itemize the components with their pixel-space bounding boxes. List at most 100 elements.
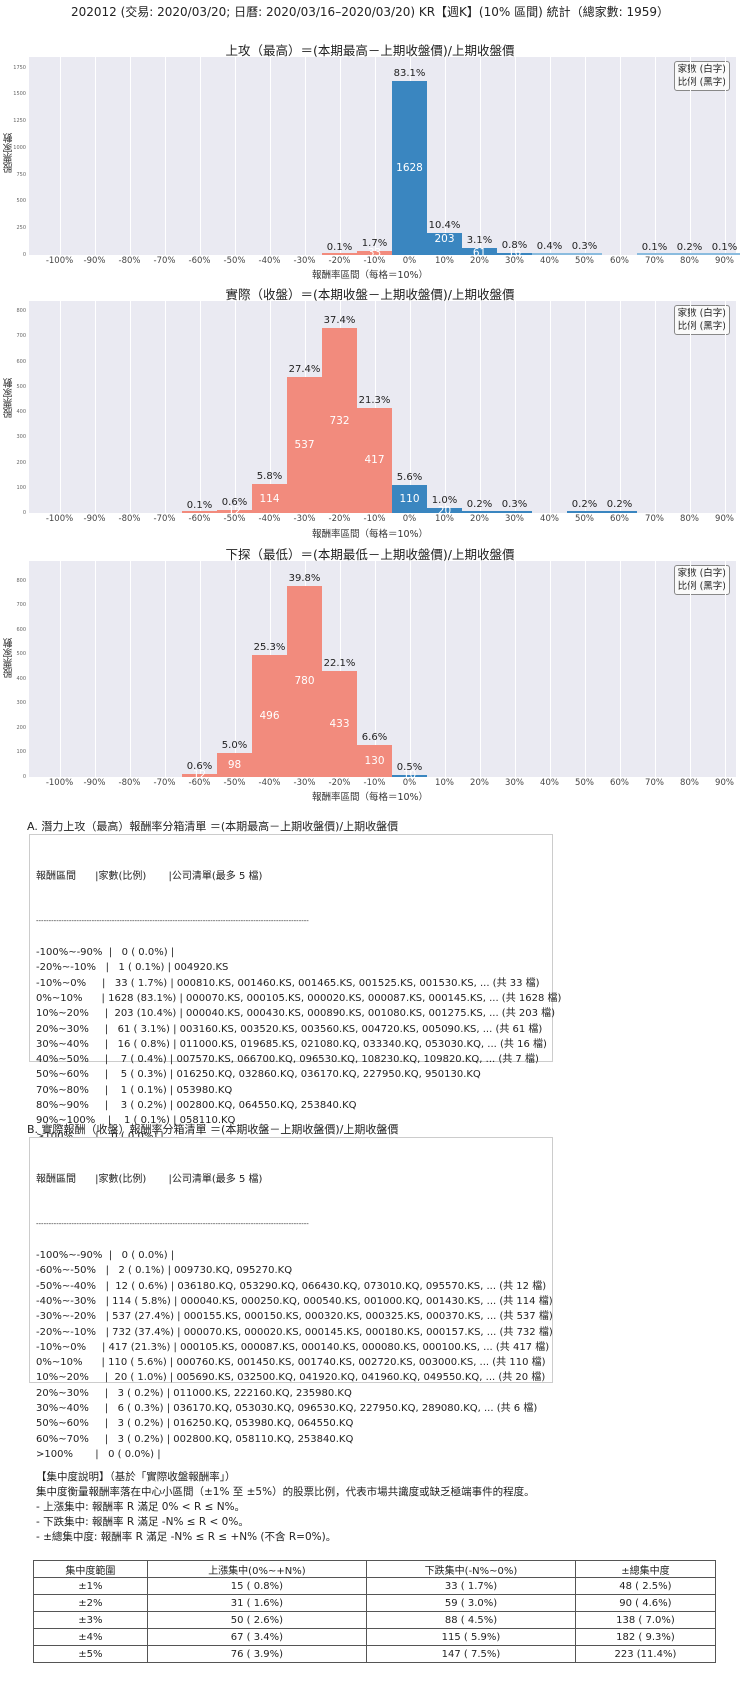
column-header: 下跌集中(-N%~0%) <box>366 1560 576 1578</box>
x-tick-label: 20% <box>470 514 489 524</box>
section-a-title: A. 潛力上攻（最高）報酬率分箱清單 ＝(本期最高－上期收盤價)/上期收盤價 <box>27 820 399 833</box>
bar-percent-label: 0.1% <box>326 241 353 253</box>
bar-count-label: 130 <box>364 755 385 768</box>
list-item: -30%~-20% | 537 (27.4%) | 000155.KS, 000… <box>36 1311 553 1323</box>
x-tick-label: -90% <box>83 778 106 788</box>
histogram-bar <box>287 377 322 513</box>
x-axis-label: 報酬率區間（每格＝10%） <box>311 270 429 281</box>
x-tick-label: -90% <box>83 514 106 524</box>
list-item: 30%~40% | 16 ( 0.8%) | 011000.KS, 019685… <box>36 1038 547 1050</box>
table-cell: 147 ( 7.5%) <box>366 1645 576 1663</box>
concentration-description: 集中度衡量報酬率落在中心小區間（±1% 至 ±5%）的股票比例，代表市場共識度或… <box>36 1486 535 1498</box>
chart-close-return: 實際（收盤）＝(本期收盤－上期收盤價)/上期收盤價 家數 (白字) 比例 (黑字)… <box>0 283 740 541</box>
gridline <box>129 561 131 777</box>
plot-area: 家數 (白字) 比例 (黑字) 12 0.6% 98 5.0% 496 25.3% 780 39… <box>29 561 736 781</box>
gridline <box>164 561 166 777</box>
x-axis-label: 報酬率區間（每格＝10%） <box>311 529 429 540</box>
bar-percent-label: 0.6% <box>186 761 213 773</box>
concentration-bullet: - 下跌集中: 報酬率 R 滿足 -N% ≤ R < 0%。 <box>36 1516 249 1528</box>
gridline <box>724 301 726 513</box>
x-tick-label: -100% <box>45 256 74 266</box>
x-tick-label: -100% <box>45 514 74 524</box>
x-tick-label: 90% <box>715 514 734 524</box>
gridline <box>199 57 201 255</box>
x-tick-label: -60% <box>188 514 211 524</box>
table-cell: 88 ( 4.5%) <box>366 1611 576 1629</box>
bar-percent-label: 22.1% <box>323 657 356 669</box>
list-item: 40%~50% | 7 ( 0.4%) | 007570.KS, 066700.… <box>36 1054 539 1066</box>
x-tick-label: -50% <box>223 778 246 788</box>
histogram-bar <box>462 248 497 255</box>
gridline <box>234 301 236 513</box>
bar-percent-label: 25.3% <box>253 642 286 654</box>
bar-percent-label: 6.6% <box>361 732 388 744</box>
bar-count-label: 433 <box>329 717 350 730</box>
gridline <box>199 561 201 777</box>
gridline <box>724 57 726 255</box>
x-tick-label: 50% <box>575 256 594 266</box>
y-tick-label: 0 <box>22 774 26 780</box>
bar-percent-label: 5.8% <box>256 471 283 483</box>
gridline <box>269 301 271 513</box>
list-item: 90%~100% | 1 ( 0.1%) | 058110.KQ <box>36 1115 236 1127</box>
histogram-bar <box>567 253 602 255</box>
histogram-bar <box>602 511 637 513</box>
gridline <box>59 301 61 513</box>
y-tick-label: 0 <box>22 252 26 258</box>
y-tick-label: 1500 <box>13 91 26 98</box>
list-header: 報酬區間 |家數(比例) |公司清單(最多 5 檔) <box>36 1173 263 1185</box>
table-row: ±1% 15 ( 0.8%) 33 ( 1.7%) 48 ( 2.5%) <box>33 1577 717 1595</box>
histogram-bar <box>637 253 672 255</box>
histogram-bar <box>322 328 357 513</box>
x-tick-label: 80% <box>680 514 699 524</box>
list-item: 60%~70% | 3 ( 0.2%) | 002800.KQ, 058110.… <box>36 1433 354 1445</box>
bar-count-label: 33 <box>367 247 382 259</box>
gridline <box>549 57 551 255</box>
gridline <box>199 301 201 513</box>
y-tick-label: 400 <box>16 409 26 416</box>
x-tick-label: 30% <box>505 778 524 788</box>
gridline <box>269 57 271 255</box>
histogram-bar <box>217 752 252 777</box>
y-tick-label: 600 <box>16 626 26 633</box>
chart-low-return: 下探（最低）＝(本期最低－上期收盤價)/上期收盤價 家數 (白字) 比例 (黑字)… <box>0 543 740 815</box>
table-cell: 33 ( 1.7%) <box>366 1577 576 1595</box>
histogram-bar <box>427 233 462 255</box>
gridline <box>374 57 376 255</box>
histogram-bar <box>357 251 392 255</box>
x-tick-label: 30% <box>505 514 524 524</box>
gridline <box>724 561 726 777</box>
x-tick-label: -80% <box>118 514 141 524</box>
gridline <box>689 561 691 777</box>
list-item: 0%~10% | 110 ( 5.6%) | 000760.KS, 001450… <box>36 1357 546 1369</box>
bar-count-label: 12 <box>227 505 242 517</box>
x-tick-label: -40% <box>258 778 281 788</box>
concentration-notes: 【集中度說明】（基於「實際收盤報酬率」） 集中度衡量報酬率落在中心小區間（±1%… <box>36 1470 535 1545</box>
table-cell: ±5% <box>33 1645 148 1663</box>
table-row: ±3% 50 ( 2.6%) 88 ( 4.5%) 138 ( 7.0%) <box>33 1611 717 1629</box>
histogram-bar <box>427 507 462 513</box>
gridline <box>94 561 96 777</box>
y-tick-label: 1750 <box>13 64 26 71</box>
y-tick-label: 250 <box>16 225 26 232</box>
list-item: -100%~-90% | 0 ( 0.0%) | <box>36 1250 175 1262</box>
bar-percent-label: 0.3% <box>501 498 528 510</box>
concentration-bullet: - 上漲集中: 報酬率 R 滿足 0% < R ≤ N%。 <box>36 1501 246 1513</box>
bar-percent-label: 39.8% <box>288 572 321 584</box>
x-tick-label: 40% <box>540 778 559 788</box>
list-item: >100% | 0 ( 0.0%) | <box>36 1129 546 1144</box>
x-tick-label: 10% <box>435 514 454 524</box>
table-cell: 138 ( 7.0%) <box>574 1611 717 1629</box>
list-item: -40%~-30% | 114 ( 5.8%) | 000040.KS, 000… <box>36 1295 553 1307</box>
list-item: -10%~0% | 33 ( 1.7%) | 000810.KS, 001460… <box>36 977 540 989</box>
bar-count-label: 780 <box>294 675 315 688</box>
gridline <box>374 561 376 777</box>
x-tick-label: 30% <box>505 256 524 266</box>
bar-percent-label: 10.4% <box>428 220 461 232</box>
x-tick-label: 0% <box>402 514 417 524</box>
gridline <box>444 561 446 777</box>
table-cell: ±2% <box>33 1594 148 1612</box>
bar-percent-label: 0.6% <box>221 496 248 508</box>
x-tick-label: 10% <box>435 256 454 266</box>
list-item: 50%~60% | 5 ( 0.3%) | 016250.KQ, 032860.… <box>36 1069 481 1081</box>
